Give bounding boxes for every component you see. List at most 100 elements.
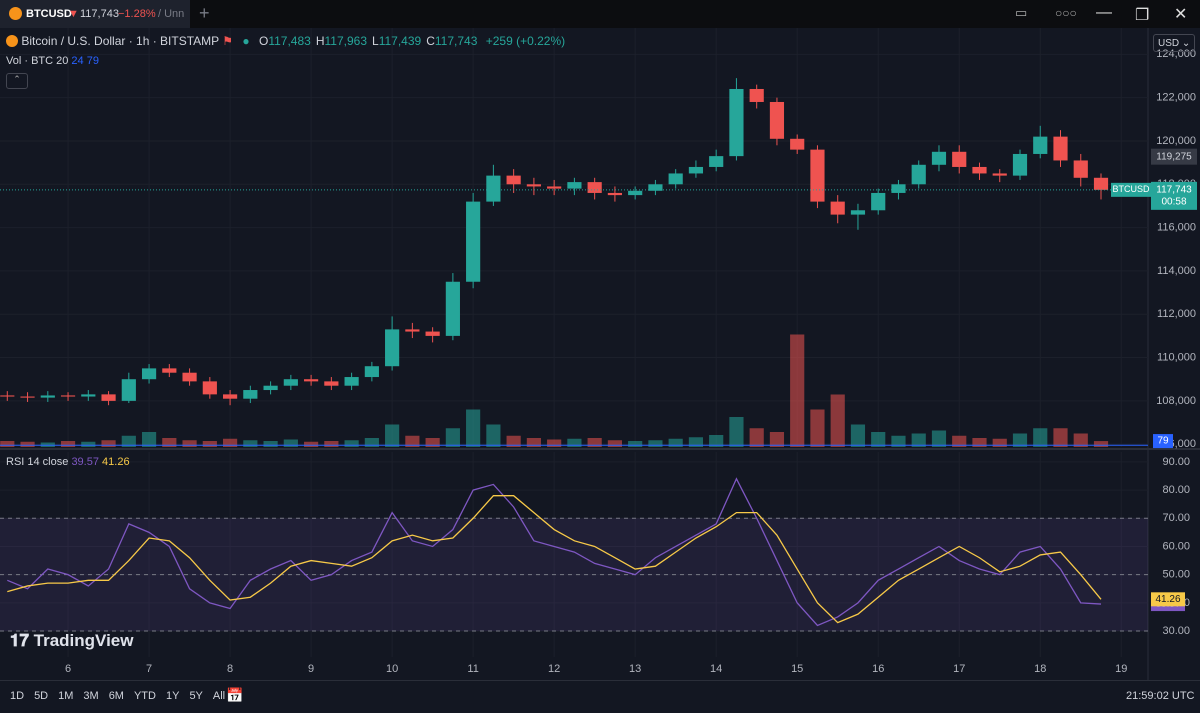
volume-badge <box>1153 434 1173 449</box>
candle-body <box>263 385 278 391</box>
symbol-title: Bitcoin / U.S. Dollar · 1h · BITSTAMP <box>21 34 219 48</box>
volume-bar <box>648 440 663 447</box>
candle-body <box>222 394 238 399</box>
volume-bar <box>1073 433 1088 447</box>
range-button[interactable]: YTD <box>133 690 156 702</box>
volume-bar <box>141 432 157 447</box>
x-tick-label: 15 <box>791 663 803 675</box>
volume-bar <box>101 440 116 447</box>
volume-bar <box>60 441 76 447</box>
volume-bar <box>729 417 744 447</box>
maximize-btn[interactable]: ❐ <box>1135 7 1150 24</box>
currency: USD <box>1158 38 1180 49</box>
volume-badge-label: 79 <box>1157 436 1169 447</box>
last-price-label: 117,743 <box>1156 184 1192 195</box>
candle-body <box>952 151 967 167</box>
volume-bar <box>871 432 886 447</box>
range-button[interactable]: 1Y <box>165 690 180 702</box>
layout-btn[interactable]: ▭ <box>1015 5 1028 20</box>
range-button[interactable]: 5D <box>34 690 49 702</box>
candle-body <box>324 381 339 386</box>
candle-body <box>871 192 886 211</box>
volume-bar <box>587 438 602 447</box>
candle-body <box>60 395 76 397</box>
candle-body <box>486 175 501 202</box>
countdown: 00:58 <box>1161 196 1186 207</box>
candle-body <box>911 164 926 185</box>
volume-bar <box>810 409 825 447</box>
volume-bar <box>952 435 967 447</box>
candle-body <box>931 151 947 165</box>
tab-price: 117,743 <box>80 8 119 20</box>
minimize-btn[interactable]: — <box>1096 4 1112 21</box>
ohlc-value: 117,963 <box>324 34 368 48</box>
candle-body <box>405 329 420 332</box>
date-range-btn[interactable]: 📅 <box>226 687 244 703</box>
rsi-line <box>7 477 1102 627</box>
ohlc-value: 117,483 <box>268 34 311 48</box>
candle-body <box>810 149 825 202</box>
range-button[interactable]: All <box>212 690 226 702</box>
candle-body <box>567 182 582 189</box>
x-tick-label: 9 <box>308 663 314 675</box>
candle-body <box>1073 160 1088 178</box>
y-tick-label: 114,000 <box>1157 265 1196 277</box>
candle-body <box>648 184 663 191</box>
down-arrow: ▼ <box>68 8 79 20</box>
x-tick-label: 14 <box>710 663 722 675</box>
tab-rest: / Unn <box>158 8 185 20</box>
volume-bar <box>81 441 96 447</box>
volume-bar <box>162 438 177 447</box>
candle-body <box>628 190 643 196</box>
volume-bar <box>263 441 278 447</box>
x-tick-label: 19 <box>1115 663 1127 675</box>
volume-bar <box>567 438 582 447</box>
x-tick-label: 16 <box>872 663 884 675</box>
clock: 21:59:02 UTC <box>1126 690 1195 702</box>
volume-bar <box>830 394 845 447</box>
volume-title: Vol · BTC 20 <box>6 55 69 67</box>
candle-body <box>20 396 35 398</box>
candle-body <box>607 192 623 196</box>
ohlc-key: O <box>259 34 269 48</box>
new-tab[interactable]: + <box>199 3 210 23</box>
candle-body <box>364 366 379 378</box>
candle-body <box>850 210 866 215</box>
range-button[interactable]: 1D <box>10 690 25 702</box>
candle-body <box>526 184 541 187</box>
candle-body <box>769 101 785 139</box>
volume-bar <box>547 439 562 447</box>
ohlc-value: 117,439 <box>378 34 422 48</box>
tab-change: −1.28% <box>118 8 156 20</box>
currency-select[interactable]: USD ⌄ <box>1153 34 1195 52</box>
bottom-toolbar: 1D 5D 1M 3M 6M YTD 1Y 5Y All 📅 21:59:02 UTC <box>0 680 1200 713</box>
volume-bar <box>121 435 136 447</box>
more-btn[interactable]: ○○○ <box>1055 6 1077 20</box>
collapse-btn[interactable]: ⌃ <box>6 73 28 89</box>
volume-bar <box>425 438 440 447</box>
range-button[interactable]: 6M <box>108 690 124 702</box>
rsi-band <box>0 518 1148 632</box>
range-button[interactable]: 5Y <box>189 690 203 702</box>
last-price-badge <box>1151 181 1197 210</box>
volume-bar <box>1012 433 1028 447</box>
candle-body <box>1033 136 1048 154</box>
rsi-badge-label: 41.26 <box>1155 594 1180 605</box>
x-tick-label: 8 <box>227 663 233 675</box>
rsi-line <box>7 495 1102 624</box>
volume-bar <box>931 430 947 447</box>
watermark: 𝟏𝟕 TradingView <box>10 631 134 650</box>
candle-body <box>81 394 96 397</box>
y-tick-label: 50.00 <box>1162 569 1190 581</box>
y-tick-label: 112,000 <box>1157 308 1196 320</box>
volume-bar <box>992 438 1007 447</box>
tab[interactable]: BTCUSD ▼ 117,743 −1.28% / Unn <box>0 0 190 28</box>
volume-bar <box>304 441 319 447</box>
close-btn[interactable]: ✕ <box>1174 6 1188 23</box>
candle-body <box>425 331 440 336</box>
range-button[interactable]: 1M <box>58 690 74 702</box>
candle-body <box>162 368 177 373</box>
range-button[interactable]: 3M <box>83 690 99 702</box>
price-axis-bg <box>1148 28 1200 680</box>
